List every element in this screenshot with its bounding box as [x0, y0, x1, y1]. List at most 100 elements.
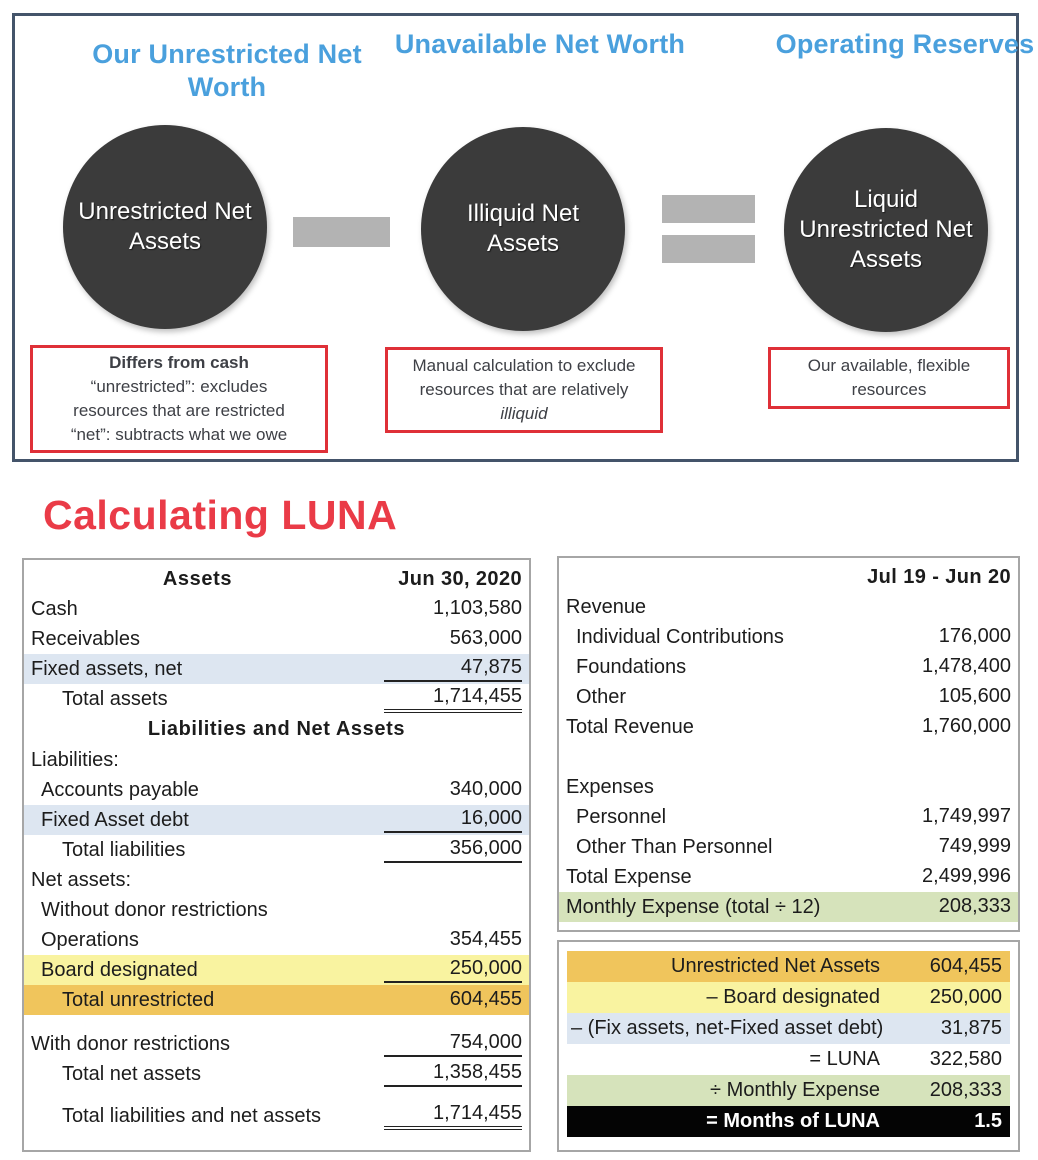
luna-calculation-table: Unrestricted Net Assets 604,455 – Board … — [557, 940, 1020, 1152]
row-label: – Board designated — [706, 986, 880, 1008]
table-row-total: Total Revenue 1,760,000 — [559, 712, 1018, 742]
row-label: Other Than Personnel — [576, 835, 773, 858]
blank-row — [559, 742, 1018, 772]
row-value: 340,000 — [449, 778, 522, 800]
row-value: 105,600 — [938, 685, 1011, 707]
note-line: resources that are relatively — [419, 379, 629, 399]
row-label: With donor restrictions — [31, 1032, 230, 1055]
circle-label: Illiquid Net Assets — [466, 200, 580, 257]
row-value: 47,875 — [364, 656, 529, 682]
row-label: Net assets: — [31, 868, 132, 891]
table-row-total: Total liabilities 356,000 — [24, 835, 529, 865]
heading-unavailable-net-worth: Unavailable Net Worth — [394, 29, 686, 59]
row-label: Unrestricted Net Assets — [671, 955, 880, 977]
row-label: Liabilities: — [31, 748, 119, 771]
equals-bar-bottom — [662, 235, 755, 263]
minus-icon — [293, 217, 390, 247]
row-value: 563,000 — [449, 627, 522, 649]
row-label: = Months of LUNA — [706, 1110, 880, 1132]
table-row: Without donor restrictions — [24, 895, 529, 925]
row-label: Total liabilities and net assets — [62, 1104, 322, 1127]
table-row: Operations 354,455 — [24, 925, 529, 955]
row-value: 2,499,996 — [922, 865, 1011, 887]
column-header-date: Jun 30, 2020 — [398, 567, 522, 590]
row-value: 1,714,455 — [364, 685, 529, 713]
row-value: 208,333 — [938, 895, 1011, 917]
table-row: Expenses — [559, 772, 1018, 802]
row-value: 1,358,455 — [364, 1061, 529, 1087]
row-label: Other — [576, 685, 627, 708]
table-row-highlight-blue: Fixed assets, net 47,875 — [24, 654, 529, 684]
calc-row-luna-result: = LUNA 322,580 — [567, 1044, 1010, 1075]
note-line-italic: illiquid — [500, 404, 548, 424]
row-value: 354,455 — [449, 928, 522, 950]
heading-our-unrestricted-net-worth: Our Unrestricted Net Worth — [92, 39, 362, 102]
table-row-total: Total assets 1,714,455 — [24, 684, 529, 714]
heading-operating-reserves: Operating Reserves — [775, 29, 1035, 59]
row-label: ÷ Monthly Expense — [710, 1079, 880, 1101]
row-value: 604,455 — [929, 955, 1002, 977]
table-row-highlight-blue: Fixed Asset debt 16,000 — [24, 805, 529, 835]
row-label: = LUNA — [809, 1048, 880, 1070]
row-value: 1,760,000 — [922, 715, 1011, 737]
column-header-assets: Assets — [162, 567, 233, 590]
table-row: Other 105,600 — [559, 682, 1018, 712]
calc-row-board-designated: – Board designated 250,000 — [567, 982, 1010, 1013]
row-value: 250,000 — [364, 957, 529, 983]
row-label: Board designated — [41, 958, 198, 981]
note-line: Our available, flexible — [807, 355, 971, 375]
row-label: Foundations — [576, 655, 687, 678]
row-label: Total liabilities — [62, 838, 186, 861]
row-value: 754,000 — [364, 1031, 529, 1057]
row-label: Individual Contributions — [576, 625, 784, 648]
table-row-highlight-green: Monthly Expense (total ÷ 12) 208,333 — [559, 892, 1018, 922]
equals-bar-top — [662, 195, 755, 223]
row-label: Expenses — [566, 775, 654, 798]
note-line: resources — [851, 380, 927, 399]
circle-liquid-unrestricted-net-assets: Liquid Unrestricted Net Assets — [784, 128, 988, 332]
note-manual-calculation: Manual calculation to exclude resources … — [385, 347, 663, 433]
row-value: 1,478,400 — [922, 655, 1011, 677]
table-row: Receivables 563,000 — [24, 624, 529, 654]
row-label: Cash — [31, 597, 78, 620]
row-value: 176,000 — [938, 625, 1011, 647]
table-row: Individual Contributions 176,000 — [559, 622, 1018, 652]
equals-icon — [662, 195, 755, 271]
row-value: 1.5 — [974, 1110, 1002, 1132]
row-label: Accounts payable — [41, 778, 199, 801]
note-line: resources that are restricted — [73, 401, 285, 420]
row-label: Total Expense — [566, 865, 692, 888]
circle-label: Liquid Unrestricted Net Assets — [799, 186, 973, 273]
row-label: Personnel — [576, 805, 667, 828]
calc-row-monthly-expense: ÷ Monthly Expense 208,333 — [567, 1075, 1010, 1106]
calc-row-unrestricted-net-assets: Unrestricted Net Assets 604,455 — [567, 951, 1010, 982]
row-value: 16,000 — [364, 807, 529, 833]
table-row: Accounts payable 340,000 — [24, 775, 529, 805]
table-row-total: Total Expense 2,499,996 — [559, 862, 1018, 892]
row-value: 250,000 — [929, 986, 1002, 1008]
table-row-total: Total net assets 1,358,455 — [24, 1059, 529, 1089]
table-header-row: Assets Jun 30, 2020 — [24, 564, 529, 594]
circle-label: Unrestricted Net Assets — [78, 198, 252, 255]
calc-row-fixed-assets-net-of-debt: – (Fix assets, net-Fixed asset debt) 31,… — [567, 1013, 1010, 1044]
row-value: 604,455 — [449, 988, 522, 1010]
row-label: Fixed assets, net — [31, 657, 183, 680]
row-label: – (Fix assets, net-Fixed asset debt) — [571, 1017, 884, 1039]
calc-row-months-of-luna: = Months of LUNA 1.5 — [567, 1106, 1010, 1137]
row-label: Operations — [41, 928, 139, 951]
row-label: Fixed Asset debt — [41, 808, 189, 831]
row-value: 356,000 — [364, 837, 529, 863]
row-value: 31,875 — [940, 1017, 1002, 1039]
table-row: Cash 1,103,580 — [24, 594, 529, 624]
note-differs-from-cash: Differs from cash “unrestricted”: exclud… — [30, 345, 328, 453]
circle-illiquid-net-assets: Illiquid Net Assets — [421, 127, 625, 331]
table-row: Net assets: — [24, 865, 529, 895]
note-line: “net”: subtracts what we owe — [70, 425, 288, 445]
row-value: 1,103,580 — [433, 597, 522, 619]
income-statement-table: Jul 19 - Jun 20 Revenue Individual Contr… — [557, 556, 1020, 932]
row-label: Monthly Expense (total ÷ 12) — [566, 895, 821, 918]
row-label: Receivables — [31, 627, 140, 650]
note-line: “unrestricted”: excludes — [90, 376, 268, 396]
table-row-highlight-gold: Total unrestricted 604,455 — [24, 985, 529, 1015]
